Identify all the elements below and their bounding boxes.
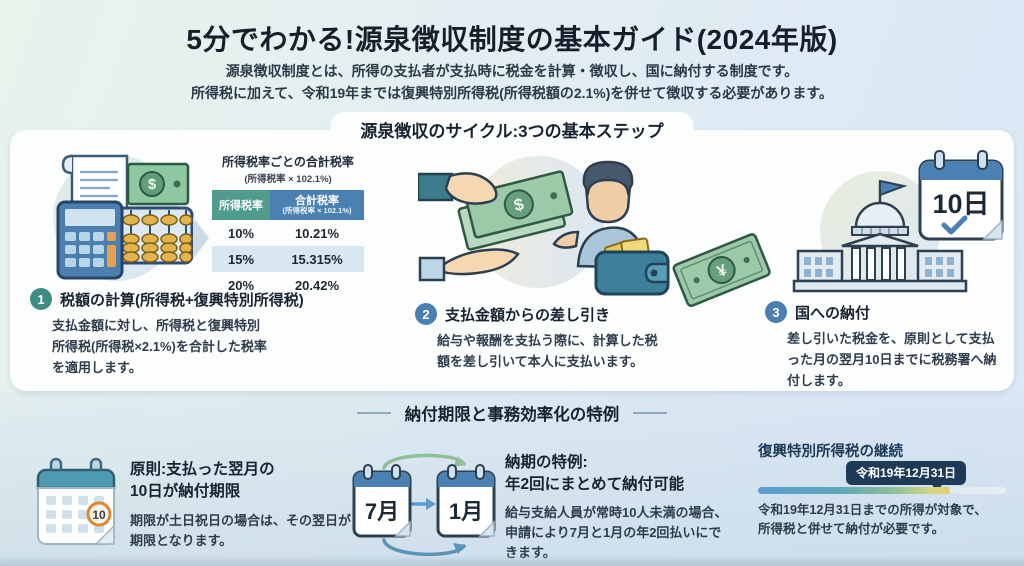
deadline-calendar-icon: 10日	[918, 150, 1004, 241]
calendar-january-icon: 1月	[436, 464, 496, 538]
bottom-edge-strip	[0, 555, 1024, 566]
step2-title: 支払金額からの差し引き	[445, 306, 611, 324]
rate-table: 所得税率 合計税率 (所得税率 × 102.1%) 10% 10.21% 15%…	[212, 190, 364, 298]
reconstruction-title: 復興特別所得税の継続	[758, 444, 903, 460]
reconstruction-date-badge: 令和19年12月31日	[846, 461, 967, 491]
reconstruction-body: 令和19年12月31日までの所得が対象で、 所得税と併せて納付が必要です。	[758, 501, 1010, 540]
reconstruction-body-line1: 令和19年12月31日までの所得が対象で、	[758, 503, 987, 517]
chevron-right-icon	[193, 217, 209, 259]
calculator-abacus-illustration-icon: $	[53, 154, 194, 281]
reconstruction-body-line2: 所得税と併せて納付が必要です。	[758, 522, 945, 537]
rule-body: 期限が土日祝日の場合は、その翌日が期限となります。	[130, 513, 352, 549]
rule-calendar-day-label: 10	[92, 508, 106, 522]
rate-cell: 10.21%	[270, 220, 364, 246]
divider-line	[356, 412, 391, 414]
rate-table-col1-header: 所得税率	[212, 190, 270, 220]
reconstruction-timeline-bar	[758, 487, 1006, 494]
semiannual-calendars-icon: 7月 1月	[352, 453, 496, 557]
calendar-july-icon: 7月	[352, 464, 412, 538]
step1-title: 税額の計算(所得税+復興特別所得税)	[60, 291, 304, 309]
rate-table-col2-header: 合計税率 (所得税率 × 102.1%)	[270, 190, 364, 220]
deadline-calendar-label: 10日	[932, 189, 989, 219]
rate-cell: 20.42%	[270, 272, 364, 298]
table-row: 10% 10.21%	[212, 220, 364, 246]
step3-number-badge: 3	[765, 301, 787, 323]
rate-cell: 15.315%	[270, 246, 364, 272]
calendar-july-label: 7月	[365, 499, 399, 524]
rate-table-block: 所得税率ごとの合計税率 (所得税率 × 102.1%) 所得税率 合計税率 (所…	[212, 153, 364, 298]
divider-line	[633, 412, 668, 414]
table-row: 20% 20.42%	[212, 272, 364, 298]
exception-title-line1: 納期の特例:	[505, 454, 588, 471]
step3-heading: 3 国への納付	[765, 301, 870, 323]
rule-title-line1: 原則:支払った翌月の	[130, 461, 275, 478]
step1-heading: 1 税額の計算(所得税+復興特別所得税)	[30, 288, 304, 310]
rate-cell: 15%	[212, 246, 270, 272]
rate-table-col2-label: 合計税率	[295, 194, 339, 207]
special-section-header: 納付期限と事務効率化の特例	[0, 401, 1024, 425]
step3-body: 差し引いた税金を、原則として支払った月の翌月10日までに税務署へ納付します。	[787, 331, 997, 388]
step1-number-badge: 1	[30, 288, 52, 310]
yen-banknote-icon: ¥	[672, 233, 771, 307]
svg-text:$: $	[148, 176, 157, 193]
page-subtitle-line2: 所得税に加えて、令和19年までは復興特別所得税(所得税額の2.1%)を併せて徴収…	[190, 85, 833, 101]
rate-cell: 20%	[212, 272, 270, 298]
rate-table-col2-note: (所得税率 × 102.1%)	[282, 205, 352, 215]
rule-title: 原則:支払った翌月の 10日が納付期限	[130, 459, 275, 504]
page-title: 5分でわかる!源泉徴収制度の基本ガイド(2024年版)	[186, 24, 838, 55]
table-row: 15% 15.315%	[212, 246, 364, 272]
monthly-deadline-calendar-icon: 10	[36, 457, 116, 545]
exception-title: 納期の特例: 年2回にまとめて納付可能	[505, 452, 684, 497]
payment-hands-illustration-icon: $	[418, 156, 670, 296]
step2-body: 給与や報酬を支払う際に、計算した税額を差し引いて本人に支払います。	[437, 333, 658, 369]
step2-number-badge: 2	[415, 303, 437, 325]
calendar-january-label: 1月	[449, 499, 483, 524]
rate-table-caption: 所得税率ごとの合計税率	[222, 155, 354, 169]
step1-body: 支払金額に対し、所得税と復興特別所得税(所得税×2.1%)を合計した税率を適用し…	[52, 318, 267, 375]
government-building-illustration-icon: 10日	[792, 150, 1004, 293]
page-subtitle-line1: 源泉徴収制度とは、所得の支払者が支払時に税金を計算・徴収し、国に納付する制度です…	[225, 63, 799, 79]
exception-title-line2: 年2回にまとめて納付可能	[505, 476, 685, 494]
rule-title-line2: 10日が納付期限	[130, 483, 241, 501]
rate-table-caption-note: (所得税率 × 102.1%)	[244, 174, 332, 185]
step3-title: 国への納付	[795, 304, 871, 322]
rate-cell: 10%	[212, 220, 270, 246]
step2-heading: 2 支払金額からの差し引き	[415, 303, 610, 325]
special-section-title: 納付期限と事務効率化の特例	[404, 406, 620, 424]
cycle-section-header: 源泉徴収のサイクル:3つの基本ステップ	[330, 112, 694, 150]
